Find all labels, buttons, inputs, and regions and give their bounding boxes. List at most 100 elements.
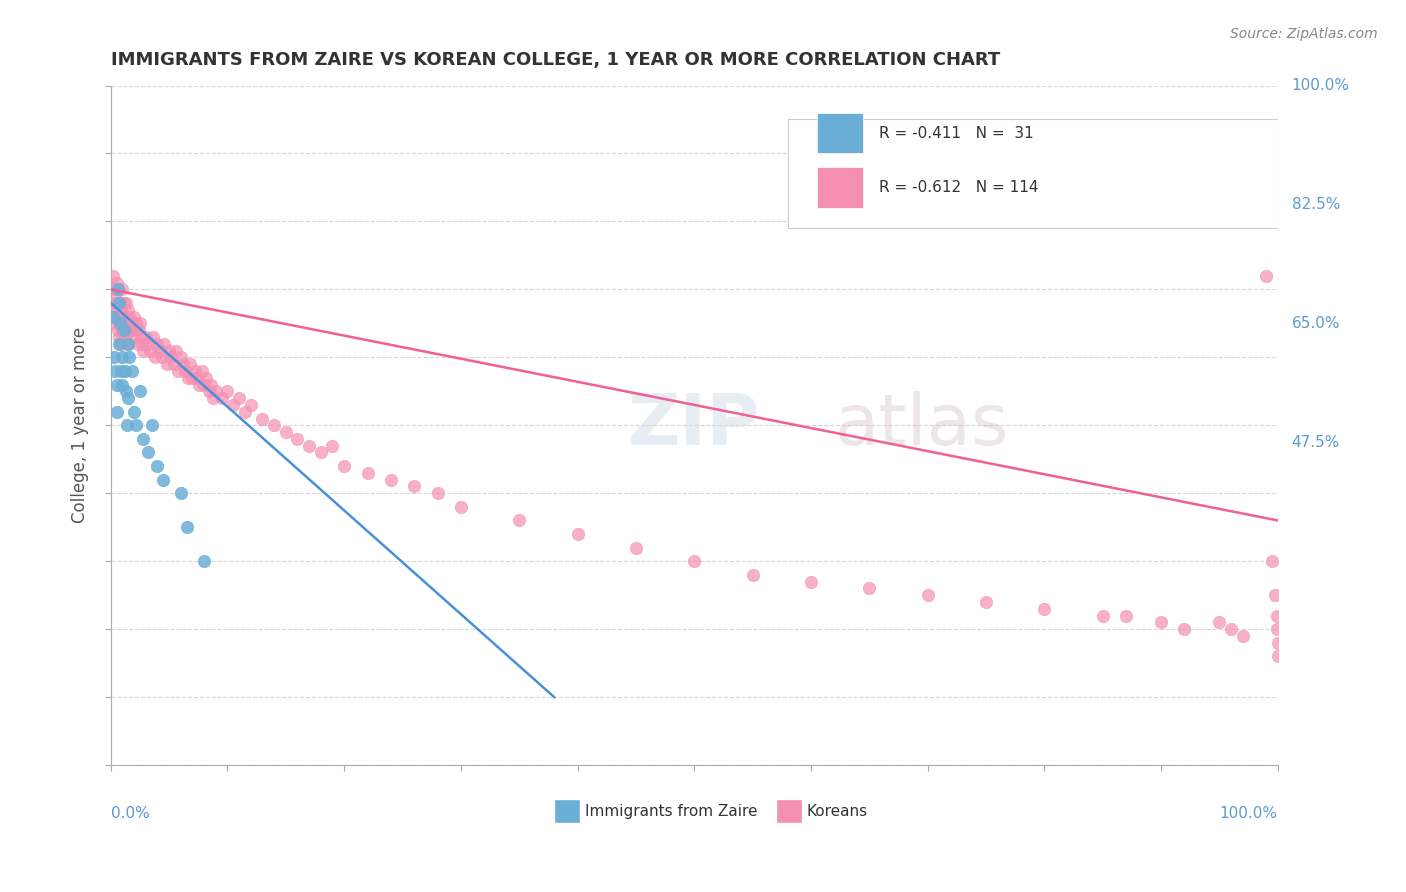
Point — [118, 351, 141, 365]
Point — [233, 405, 256, 419]
Point — [107, 296, 129, 310]
Point — [188, 377, 211, 392]
Point — [103, 351, 125, 365]
Bar — [817, 112, 863, 153]
Point — [104, 364, 127, 378]
Point — [153, 336, 176, 351]
Point — [176, 520, 198, 534]
Point — [117, 336, 139, 351]
Point — [156, 357, 179, 371]
Point — [111, 351, 134, 365]
Point — [111, 282, 134, 296]
Point — [121, 317, 143, 331]
Point — [132, 343, 155, 358]
Point — [287, 432, 309, 446]
Point — [110, 302, 132, 317]
Point — [131, 336, 153, 351]
Point — [217, 384, 239, 399]
Point — [917, 588, 939, 602]
Point — [252, 411, 274, 425]
Text: 100.0%: 100.0% — [1292, 78, 1350, 93]
Point — [380, 473, 402, 487]
Point — [111, 323, 134, 337]
Y-axis label: College, 1 year or more: College, 1 year or more — [72, 327, 89, 524]
Text: IMMIGRANTS FROM ZAIRE VS KOREAN COLLEGE, 1 YEAR OR MORE CORRELATION CHART: IMMIGRANTS FROM ZAIRE VS KOREAN COLLEGE,… — [111, 51, 1000, 69]
Point — [111, 377, 134, 392]
Point — [1208, 615, 1230, 630]
Point — [333, 459, 356, 474]
Point — [104, 289, 127, 303]
Point — [1033, 602, 1056, 616]
Text: 65.0%: 65.0% — [1292, 316, 1340, 331]
Point — [101, 296, 124, 310]
Point — [170, 351, 193, 365]
Point — [135, 330, 157, 344]
Point — [103, 282, 125, 296]
Point — [117, 336, 139, 351]
Point — [128, 323, 150, 337]
Point — [118, 310, 141, 324]
Point — [1264, 588, 1286, 602]
Point — [170, 486, 193, 500]
Point — [110, 364, 132, 378]
Point — [110, 336, 132, 351]
Point — [132, 432, 155, 446]
Point — [200, 377, 222, 392]
Point — [1243, 180, 1265, 194]
Point — [115, 317, 138, 331]
Point — [124, 323, 146, 337]
Point — [177, 370, 200, 384]
Point — [127, 336, 149, 351]
Point — [181, 370, 204, 384]
Point — [204, 384, 226, 399]
Point — [167, 364, 190, 378]
Point — [108, 310, 131, 324]
Point — [150, 351, 173, 365]
Point — [117, 302, 139, 317]
Point — [1265, 622, 1288, 636]
Point — [274, 425, 297, 439]
Point — [129, 330, 152, 344]
Point — [309, 445, 332, 459]
Point — [141, 418, 163, 433]
Point — [112, 323, 135, 337]
Point — [122, 405, 145, 419]
Point — [800, 574, 823, 589]
Text: 100.0%: 100.0% — [1220, 805, 1278, 821]
Point — [1261, 554, 1284, 568]
Point — [108, 317, 131, 331]
Point — [163, 357, 186, 371]
Point — [1265, 608, 1288, 623]
Point — [122, 330, 145, 344]
Point — [1173, 622, 1195, 636]
Point — [107, 282, 129, 296]
Bar — [776, 799, 801, 822]
Point — [193, 377, 215, 392]
Point — [105, 405, 128, 419]
Bar — [817, 167, 863, 208]
Point — [125, 418, 148, 433]
Point — [202, 391, 225, 405]
Text: R = -0.411   N =  31: R = -0.411 N = 31 — [879, 126, 1033, 141]
Point — [103, 310, 125, 324]
Point — [174, 364, 197, 378]
Point — [107, 323, 129, 337]
Point — [1267, 649, 1289, 664]
Point — [450, 500, 472, 514]
Point — [1220, 622, 1243, 636]
Point — [142, 330, 165, 344]
Point — [741, 567, 763, 582]
Point — [228, 391, 250, 405]
Point — [1232, 629, 1254, 643]
Point — [104, 317, 127, 331]
Point — [114, 330, 136, 344]
Bar — [554, 799, 579, 822]
Point — [108, 336, 131, 351]
Point — [1115, 608, 1137, 623]
Point — [114, 364, 136, 378]
Point — [222, 398, 245, 412]
Point — [198, 384, 221, 399]
Point — [186, 370, 208, 384]
Point — [146, 336, 169, 351]
Point — [426, 486, 449, 500]
